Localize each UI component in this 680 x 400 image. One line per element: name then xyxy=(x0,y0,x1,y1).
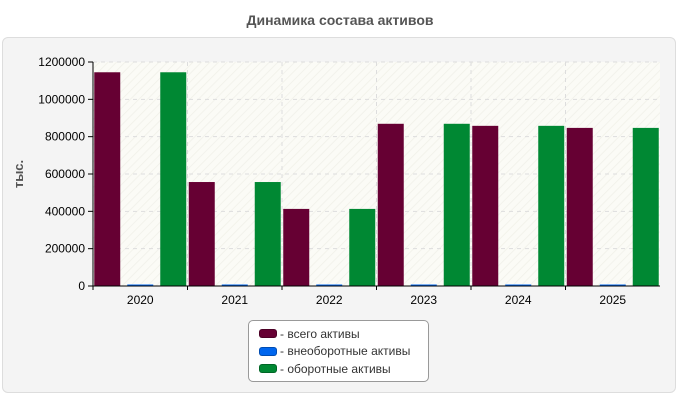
bar-2024-series-1 xyxy=(505,284,532,286)
x-tick-label-2023: 2023 xyxy=(410,293,437,307)
legend-label-total: - всего активы xyxy=(280,326,360,341)
y-tick-label: 0 xyxy=(78,279,85,293)
legend-item-total: - всего активы xyxy=(259,325,428,343)
y-tick-label: 400000 xyxy=(45,204,85,218)
x-tick-label-2021: 2021 xyxy=(221,293,248,307)
bar-2020-series-2 xyxy=(160,72,187,287)
chart-title: Динамика состава активов xyxy=(246,12,434,28)
legend-label-current: - оборотные активы xyxy=(280,361,391,376)
x-tick-label-2024: 2024 xyxy=(505,293,532,307)
legend-swatch-noncurrent xyxy=(259,346,277,356)
bar-2025-series-1 xyxy=(599,284,626,286)
bar-2022-series-1 xyxy=(316,284,343,286)
bar-2020-series-0 xyxy=(94,72,121,287)
y-tick-label: 600000 xyxy=(45,167,85,181)
axes xyxy=(88,61,660,290)
legend-swatch-total xyxy=(259,329,277,339)
bar-2023-series-0 xyxy=(377,123,404,286)
bar-2023-series-2 xyxy=(443,123,470,286)
legend: - всего активы - внеоборотные активы - о… xyxy=(248,320,429,382)
legend-swatch-current xyxy=(259,364,277,374)
grid-lines xyxy=(93,61,660,286)
bar-2020-series-1 xyxy=(127,284,154,286)
x-tick-label-2022: 2022 xyxy=(316,293,343,307)
y-tick-label: 200000 xyxy=(45,242,85,256)
legend-item-noncurrent: - внеоборотные активы xyxy=(259,343,428,361)
bar-2021-series-2 xyxy=(254,182,281,286)
y-tick-label: 1000000 xyxy=(38,92,85,106)
x-tick-label-2025: 2025 xyxy=(599,293,626,307)
bar-2024-series-2 xyxy=(538,125,565,286)
y-tick-labels: 0 200000 400000 600000 800000 1000000 1200000 xyxy=(38,55,85,293)
y-axis-title: тыс. xyxy=(11,160,26,188)
bar-2023-series-1 xyxy=(410,284,437,286)
bar-2021-series-1 xyxy=(221,284,248,286)
x-tick-labels: 2020 2021 2022 2023 2024 2025 xyxy=(127,293,627,307)
bar-2025-series-2 xyxy=(632,127,659,286)
legend-item-current: - оборотные активы xyxy=(259,360,428,378)
x-tick-label-2020: 2020 xyxy=(127,293,154,307)
bar-2024-series-0 xyxy=(472,125,499,286)
bar-2021-series-0 xyxy=(188,182,215,286)
bar-2025-series-0 xyxy=(566,127,593,286)
bar-2022-series-0 xyxy=(283,208,310,286)
y-tick-label: 1200000 xyxy=(38,55,85,69)
bar-2022-series-2 xyxy=(349,208,376,286)
bars xyxy=(94,72,659,287)
legend-label-noncurrent: - внеоборотные активы xyxy=(280,344,411,359)
y-tick-label: 800000 xyxy=(45,130,85,144)
